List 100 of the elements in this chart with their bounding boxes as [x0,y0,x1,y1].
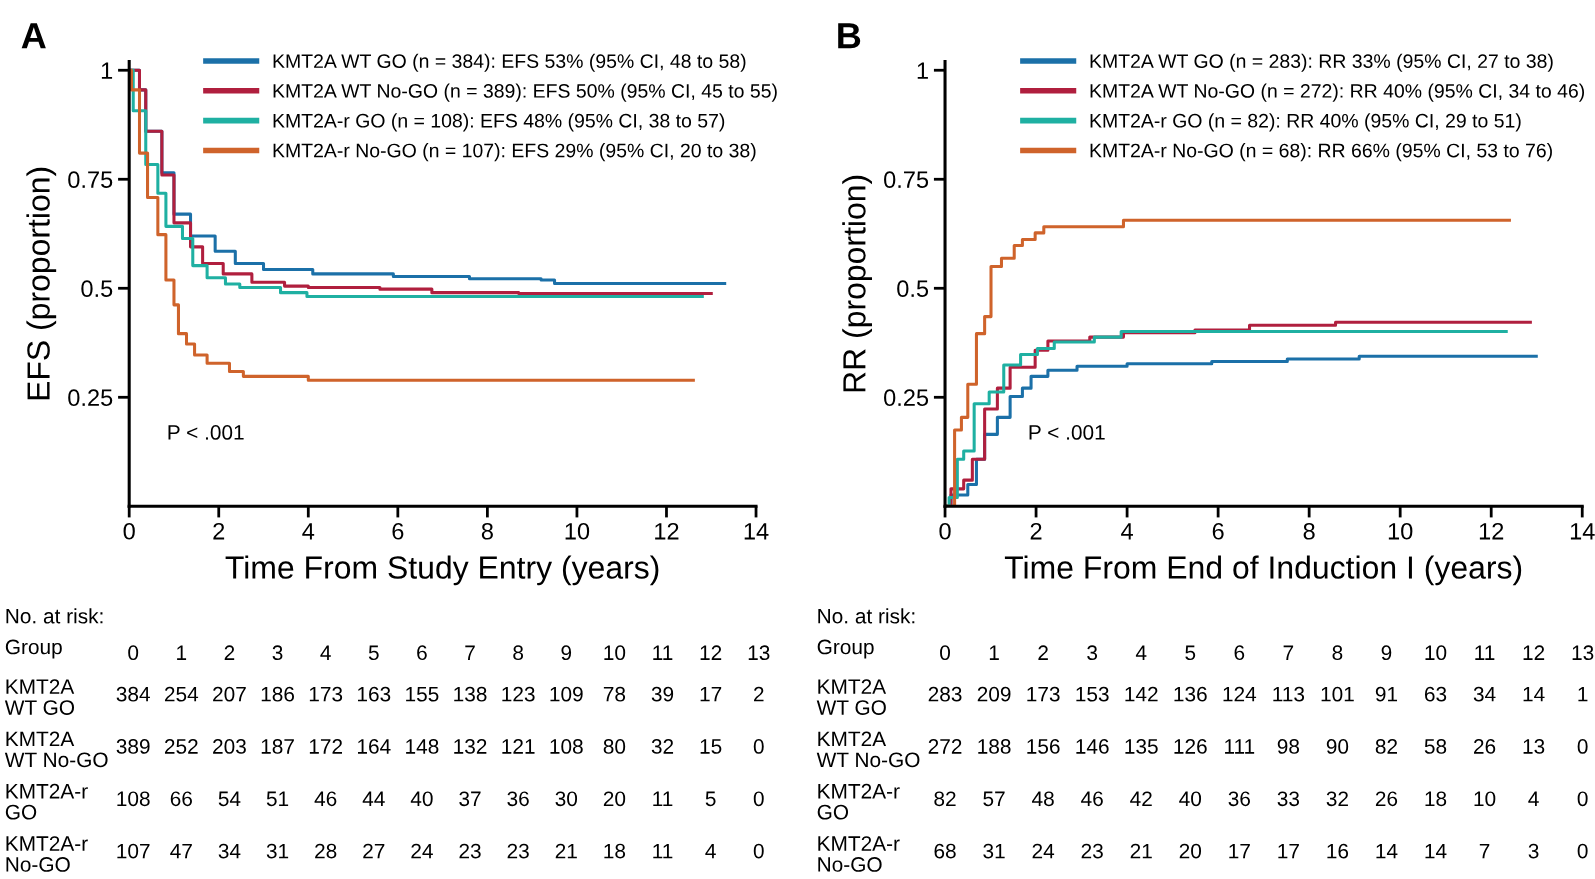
y-axis-title: RR (proportion) [842,175,872,392]
data-label: 109 [550,686,583,702]
data-label: 142 [1125,686,1158,702]
x-tick-label: 7 [1283,645,1294,660]
x-tick-label: 10 [604,645,626,661]
data-label: 156 [1027,739,1060,754]
data-label: 66 [170,791,192,807]
data-label: 40 [1179,791,1202,807]
x-tick-label: 0 [940,645,951,661]
data-label: 135 [1125,739,1158,754]
data-label: 146 [1076,739,1109,754]
chart-title: B [838,23,861,49]
data-label: 155 [406,687,439,702]
data-label: 21 [555,843,577,859]
x-tick-label: 11 [1475,645,1495,660]
annotation: P < .001 [168,425,244,440]
data-label: 54 [218,791,241,807]
chart-title: A [21,23,46,49]
x-tick-label: 12 [1523,645,1545,660]
data-label: 17 [1229,843,1250,859]
data-label: 51 [266,791,289,807]
data-label: 82 [934,791,956,807]
x-tick-label: 7 [465,645,475,660]
data-label: 21 [1130,843,1152,859]
data-label: 7 [1479,843,1490,859]
x-tick-label: 8 [481,522,493,540]
data-label: 132 [454,739,487,754]
x-tick-label: 10 [1388,522,1413,540]
data-label: 20 [1179,843,1202,859]
data-label: 27 [363,843,385,859]
data-label: 17 [1278,843,1299,859]
legend-label: KMT2A-r GO (n = 82): RR 40% (95% CI, 29 to 51) [1090,113,1521,132]
data-label: 31 [266,843,289,859]
data-label: 0 [1577,791,1588,807]
data-label: 23 [507,843,529,859]
data-label: 188 [978,739,1011,754]
data-label: 10 [1474,791,1496,807]
x-tick-label: 4 [302,523,315,540]
data-label: 209 [977,686,1011,702]
data-label: 203 [213,739,246,754]
x-tick-label: 1 [989,645,999,660]
data-label: 39 [651,686,674,702]
data-label: 108 [550,739,583,754]
y-tick-label: 0.25 [68,389,113,407]
y-tick-label: 1 [101,62,113,79]
data-label: 33 [1277,791,1300,807]
data-label: 31 [983,843,1005,859]
data-label: 2 [754,686,764,702]
data-label: 187 [261,739,294,754]
x-tick-label: 4 [320,645,331,660]
chart-title: No. at risk: [818,608,915,624]
x-tick-label: 2 [1030,522,1042,540]
data-label: 32 [651,739,674,754]
data-label: 30 [555,791,578,807]
y-axis-title: EFS (proportion) [26,167,57,400]
data-label: 46 [1081,791,1103,807]
x-tick-label: 12 [700,645,722,660]
data-label: 1 [1578,687,1588,702]
annotation: P < .001 [1029,425,1105,440]
data-label: 80 [603,739,626,754]
x-axis-title: Time From Study Entry (years) [225,555,659,586]
data-label: 98 [1277,739,1300,754]
x-tick-label: 3 [272,645,283,661]
y-tick-label: KMT2A WT No-GO [4,731,108,768]
data-label: 164 [358,739,391,754]
data-label: 34 [218,843,241,859]
data-label: 0 [1577,843,1588,859]
data-label: 20 [603,791,626,807]
data-label: 173 [309,686,343,702]
legend-label: KMT2A-r No-GO (n = 68): RR 66% (95% CI, 53 to 76) [1090,143,1552,162]
data-label: 63 [1424,686,1447,702]
x-tick-label: 6 [392,522,404,540]
x-tick-label: 8 [513,645,524,661]
data-label: 123 [502,686,535,702]
data-label: 11 [653,791,673,806]
legend-label: KMT2A WT GO (n = 283): RR 33% (95% CI, 27 to 38) [1090,53,1553,72]
legend-label: KMT2A WT GO (n = 384): EFS 53% (95% CI, 48 to 58) [273,53,746,72]
data-label: 111 [1225,739,1255,754]
data-label: 58 [1424,739,1447,754]
y-tick-label: 0.5 [897,280,929,298]
x-tick-label: 10 [1425,645,1447,661]
y-tick-label: 0.5 [81,280,113,298]
data-label: 0 [1577,739,1588,754]
data-label: 13 [1523,739,1545,754]
x-tick-label: 1 [177,645,187,660]
data-label: 40 [410,791,433,807]
data-label: 173 [1027,686,1060,702]
x-tick-label: 2 [213,522,225,540]
data-label: 153 [1076,686,1109,702]
x-tick-label: 2 [1038,645,1048,660]
data-label: 4 [705,843,716,859]
data-label: 47 [170,843,192,859]
data-label: 32 [1326,791,1348,807]
data-label: 24 [411,843,433,859]
x-tick-label: 11 [653,645,673,660]
data-label: 14 [1376,843,1398,859]
data-label: 68 [934,843,956,859]
data-label: 18 [604,843,626,859]
data-label: 0 [753,843,764,859]
data-label: 42 [1130,791,1152,806]
